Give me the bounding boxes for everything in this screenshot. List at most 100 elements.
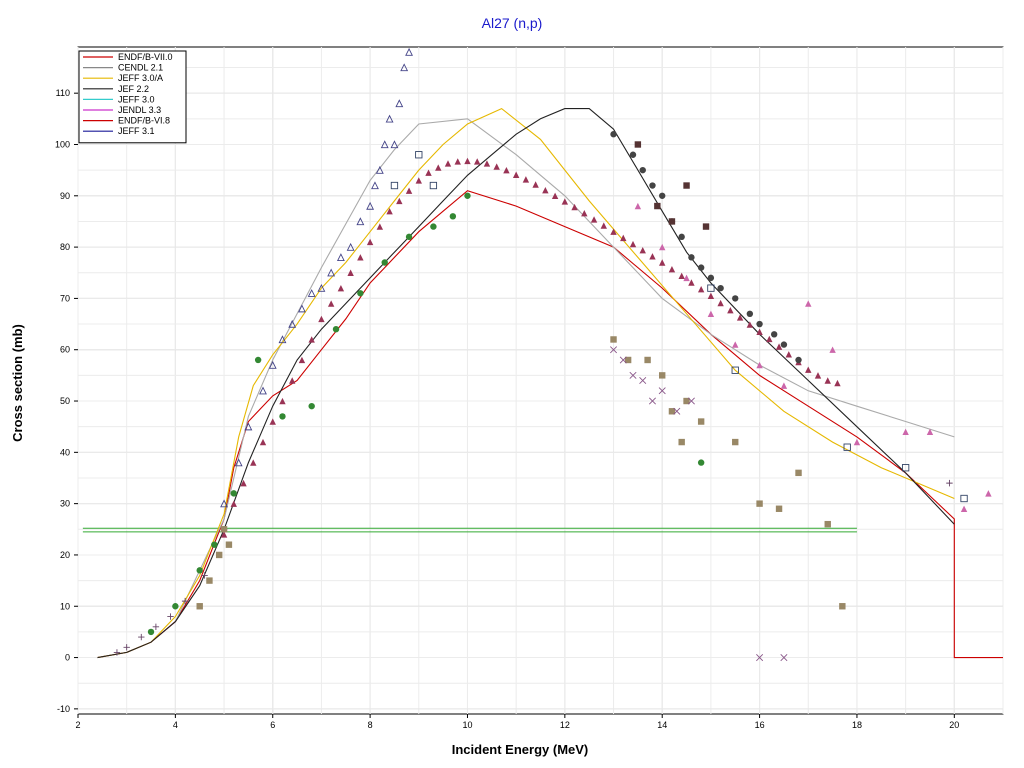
data-point — [649, 253, 656, 260]
data-point — [366, 238, 374, 246]
data-point — [483, 160, 491, 167]
data-point — [780, 341, 788, 348]
data-point — [347, 269, 354, 276]
data-point — [824, 520, 831, 528]
data-point — [405, 187, 413, 194]
data-point — [678, 272, 685, 280]
data-point — [707, 310, 715, 317]
data-point — [493, 163, 500, 170]
data-point — [668, 408, 676, 415]
x-axis-label: Incident Energy (MeV) — [452, 742, 589, 757]
data-point — [307, 289, 316, 297]
data-point — [775, 505, 783, 512]
data-point — [775, 343, 783, 350]
data-point — [683, 182, 690, 189]
data-point — [629, 240, 637, 248]
x-tick-label: 18 — [852, 720, 862, 730]
data-point — [960, 494, 968, 503]
data-point — [317, 283, 326, 292]
data-point — [648, 397, 656, 405]
data-point — [834, 379, 841, 387]
data-point — [532, 181, 539, 188]
data-point — [289, 377, 296, 384]
data-point — [732, 341, 739, 348]
data-point — [600, 222, 607, 229]
data-point — [298, 356, 306, 364]
data-point — [610, 228, 617, 235]
data-point — [390, 140, 399, 149]
data-point — [254, 356, 262, 364]
data-point — [220, 526, 228, 533]
data-point — [454, 158, 461, 165]
data-point — [717, 284, 724, 292]
data-point — [590, 216, 598, 223]
x-tick-label: 12 — [560, 720, 570, 730]
data-point — [123, 644, 130, 651]
data-point — [308, 336, 315, 343]
data-point — [732, 295, 739, 302]
data-point — [288, 319, 297, 328]
data-point — [770, 331, 778, 338]
data-point — [449, 213, 457, 220]
data-point — [707, 292, 715, 300]
legend-label: JEFF 3.0 — [118, 94, 155, 104]
data-point — [571, 203, 578, 211]
y-tick-label: 80 — [60, 242, 70, 252]
data-point — [381, 259, 388, 266]
x-tick-label: 4 — [173, 720, 178, 730]
data-point — [814, 372, 822, 379]
x-tick-label: 16 — [755, 720, 765, 730]
y-axis-label: Cross section (mb) — [10, 324, 25, 442]
data-point — [853, 438, 861, 446]
data-point — [707, 284, 715, 292]
data-point — [464, 192, 471, 199]
data-point — [308, 402, 315, 410]
x-tick-label: 2 — [75, 720, 80, 730]
data-point — [244, 422, 253, 431]
grid — [77, 47, 1004, 714]
data-point — [785, 351, 792, 358]
data-point — [659, 192, 666, 199]
data-point — [654, 202, 661, 210]
data-point — [371, 181, 379, 190]
data-point — [659, 243, 666, 251]
data-point — [688, 254, 695, 261]
data-point — [279, 413, 286, 420]
data-point — [683, 397, 690, 405]
data-point — [756, 500, 763, 507]
series-line — [97, 190, 1003, 659]
y-tick-label: 50 — [60, 396, 70, 406]
data-point — [658, 387, 666, 395]
data-point — [405, 233, 413, 241]
data-point — [430, 223, 437, 230]
data-point — [668, 265, 676, 273]
data-point — [668, 218, 676, 225]
data-point — [503, 166, 510, 174]
data-point — [780, 382, 788, 389]
axes: 2 4 6 8 10 12 14 16 18 20 -10 0 10 20 30 40 50 60 70 80 90 10… — [55, 88, 959, 730]
y-tick-label: 100 — [55, 139, 70, 149]
data-point — [522, 176, 530, 183]
data-point — [425, 169, 432, 176]
series-line — [174, 118, 955, 622]
data-point — [805, 300, 812, 307]
data-point — [756, 654, 764, 662]
data-point — [400, 63, 409, 72]
data-point — [746, 310, 754, 317]
data-point — [659, 259, 666, 266]
data-point — [206, 577, 213, 584]
data-point — [278, 335, 287, 344]
data-point — [230, 500, 237, 507]
data-point — [805, 366, 812, 373]
data-point — [736, 314, 744, 321]
data-point — [926, 428, 934, 436]
data-point — [561, 198, 569, 205]
data-point — [346, 242, 355, 251]
data-point — [697, 459, 705, 466]
legend-label: JEFF 3.1 — [118, 126, 155, 136]
data-point — [795, 469, 802, 477]
data-point — [259, 386, 267, 395]
data-point — [172, 603, 179, 610]
